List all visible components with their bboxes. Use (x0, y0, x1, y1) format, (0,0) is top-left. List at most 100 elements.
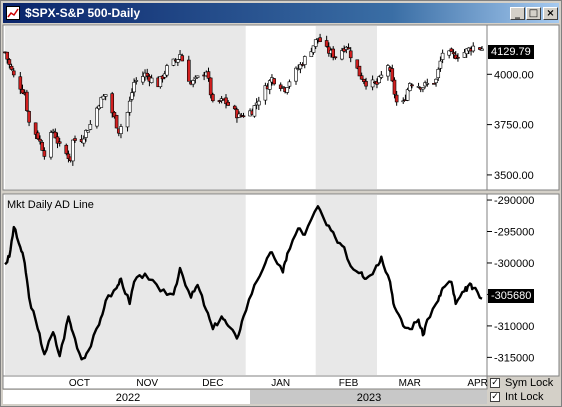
candle-body (103, 94, 108, 97)
indicator-title: Mkt Daily AD Line (7, 199, 94, 211)
candle-body (436, 68, 441, 79)
candle-body (464, 48, 469, 55)
candle-body (298, 64, 303, 70)
candle-body (5, 51, 9, 60)
candle-body (112, 112, 117, 118)
candle-body (33, 122, 38, 135)
title-bar[interactable]: $SPX-S&P 500-Daily _ □ × (3, 3, 559, 23)
year-label-2023: 2023 (357, 392, 381, 404)
shade-band (315, 26, 377, 189)
candle-body (440, 52, 445, 60)
candle-body (241, 115, 246, 118)
candle-body (263, 85, 268, 101)
candle-body (180, 55, 185, 62)
candle-body (18, 76, 23, 90)
candle-body (318, 37, 322, 42)
candle-body (425, 82, 430, 85)
candle-body (226, 101, 230, 106)
candle-body (110, 93, 115, 114)
candle-body (287, 81, 292, 87)
maximize-button[interactable]: □ (526, 7, 541, 20)
sym-lock-label: Sym Lock (505, 377, 554, 389)
candle-body (357, 65, 362, 77)
price-tick-label: 4000.00 (494, 69, 534, 81)
candle-body (127, 100, 132, 113)
indicator-axis (486, 193, 560, 377)
year-label-2022: 2022 (116, 392, 140, 404)
candle-body (84, 130, 88, 138)
candle-body (453, 54, 458, 59)
candle-body (99, 97, 104, 108)
candle-body (311, 45, 316, 53)
int-lock-checkbox[interactable]: ✓ (490, 392, 500, 402)
sym-lock-checkbox[interactable]: ✓ (490, 378, 500, 388)
last-price-label: 4129.79 (488, 45, 534, 59)
indicator-tick-label: -310000 (494, 321, 534, 333)
candle-body (456, 56, 460, 59)
month-label: OCT (69, 378, 90, 389)
month-label: MAR (399, 378, 421, 389)
price-axis-ticks: 3500.00 3750.00 4000.00 (487, 69, 534, 182)
candle-body (272, 78, 276, 85)
minimize-button[interactable]: _ (510, 7, 525, 20)
candle-body (401, 100, 406, 103)
candle-body (186, 59, 191, 82)
candle-body (478, 47, 482, 50)
candle-body (342, 48, 346, 52)
shade-band (5, 26, 246, 189)
candle-body (346, 47, 351, 50)
candle-body (27, 111, 31, 123)
candle-body (285, 87, 290, 93)
candle-body (53, 131, 58, 139)
candle-body (101, 95, 106, 100)
candle-body (119, 126, 123, 134)
candle-body (114, 114, 119, 129)
close-button[interactable]: × (543, 7, 558, 20)
candle-body (462, 52, 467, 58)
candle-body (158, 76, 163, 88)
candle-body (302, 56, 307, 65)
candle-body (64, 144, 69, 154)
candle-body (162, 73, 167, 78)
candle-body (355, 59, 360, 69)
candle-body (252, 105, 257, 117)
candle-body (132, 82, 136, 93)
price-tick-label: 3750.00 (494, 120, 534, 132)
candle-body (38, 138, 42, 142)
candle-body (340, 50, 344, 60)
candle-body (359, 75, 364, 80)
candle-body (217, 100, 222, 102)
candle-body (232, 105, 237, 110)
candle-body (379, 74, 384, 78)
indicator-tick-label: -300000 (494, 258, 534, 270)
candle-body (392, 79, 397, 95)
candle-body (434, 78, 438, 84)
candle-body (149, 77, 154, 83)
candle-body (451, 52, 456, 55)
candle-body (42, 150, 47, 157)
candle-body (370, 79, 375, 88)
candle-body (480, 48, 484, 51)
candle-body (57, 141, 62, 144)
candle-body (438, 60, 443, 69)
month-label: DEC (202, 378, 223, 389)
candle-body (206, 71, 211, 79)
candle-body (20, 89, 25, 94)
candle-body (410, 84, 414, 87)
app-chart-icon (6, 6, 20, 20)
candle-body (81, 138, 86, 144)
candle-body (191, 80, 195, 85)
int-lock-label: Int Lock (505, 391, 544, 403)
month-axis (2, 375, 488, 390)
candle-body (95, 107, 99, 127)
price-tick-label: 3500.00 (494, 170, 534, 182)
window-title: $SPX-S&P 500-Daily (25, 6, 141, 20)
candle-body (235, 109, 239, 119)
candle-body (407, 83, 412, 91)
price-candles (3, 33, 484, 166)
candle-body (348, 50, 353, 59)
candle-body (313, 39, 318, 47)
candle-body (88, 124, 93, 130)
candle-body (73, 138, 77, 141)
